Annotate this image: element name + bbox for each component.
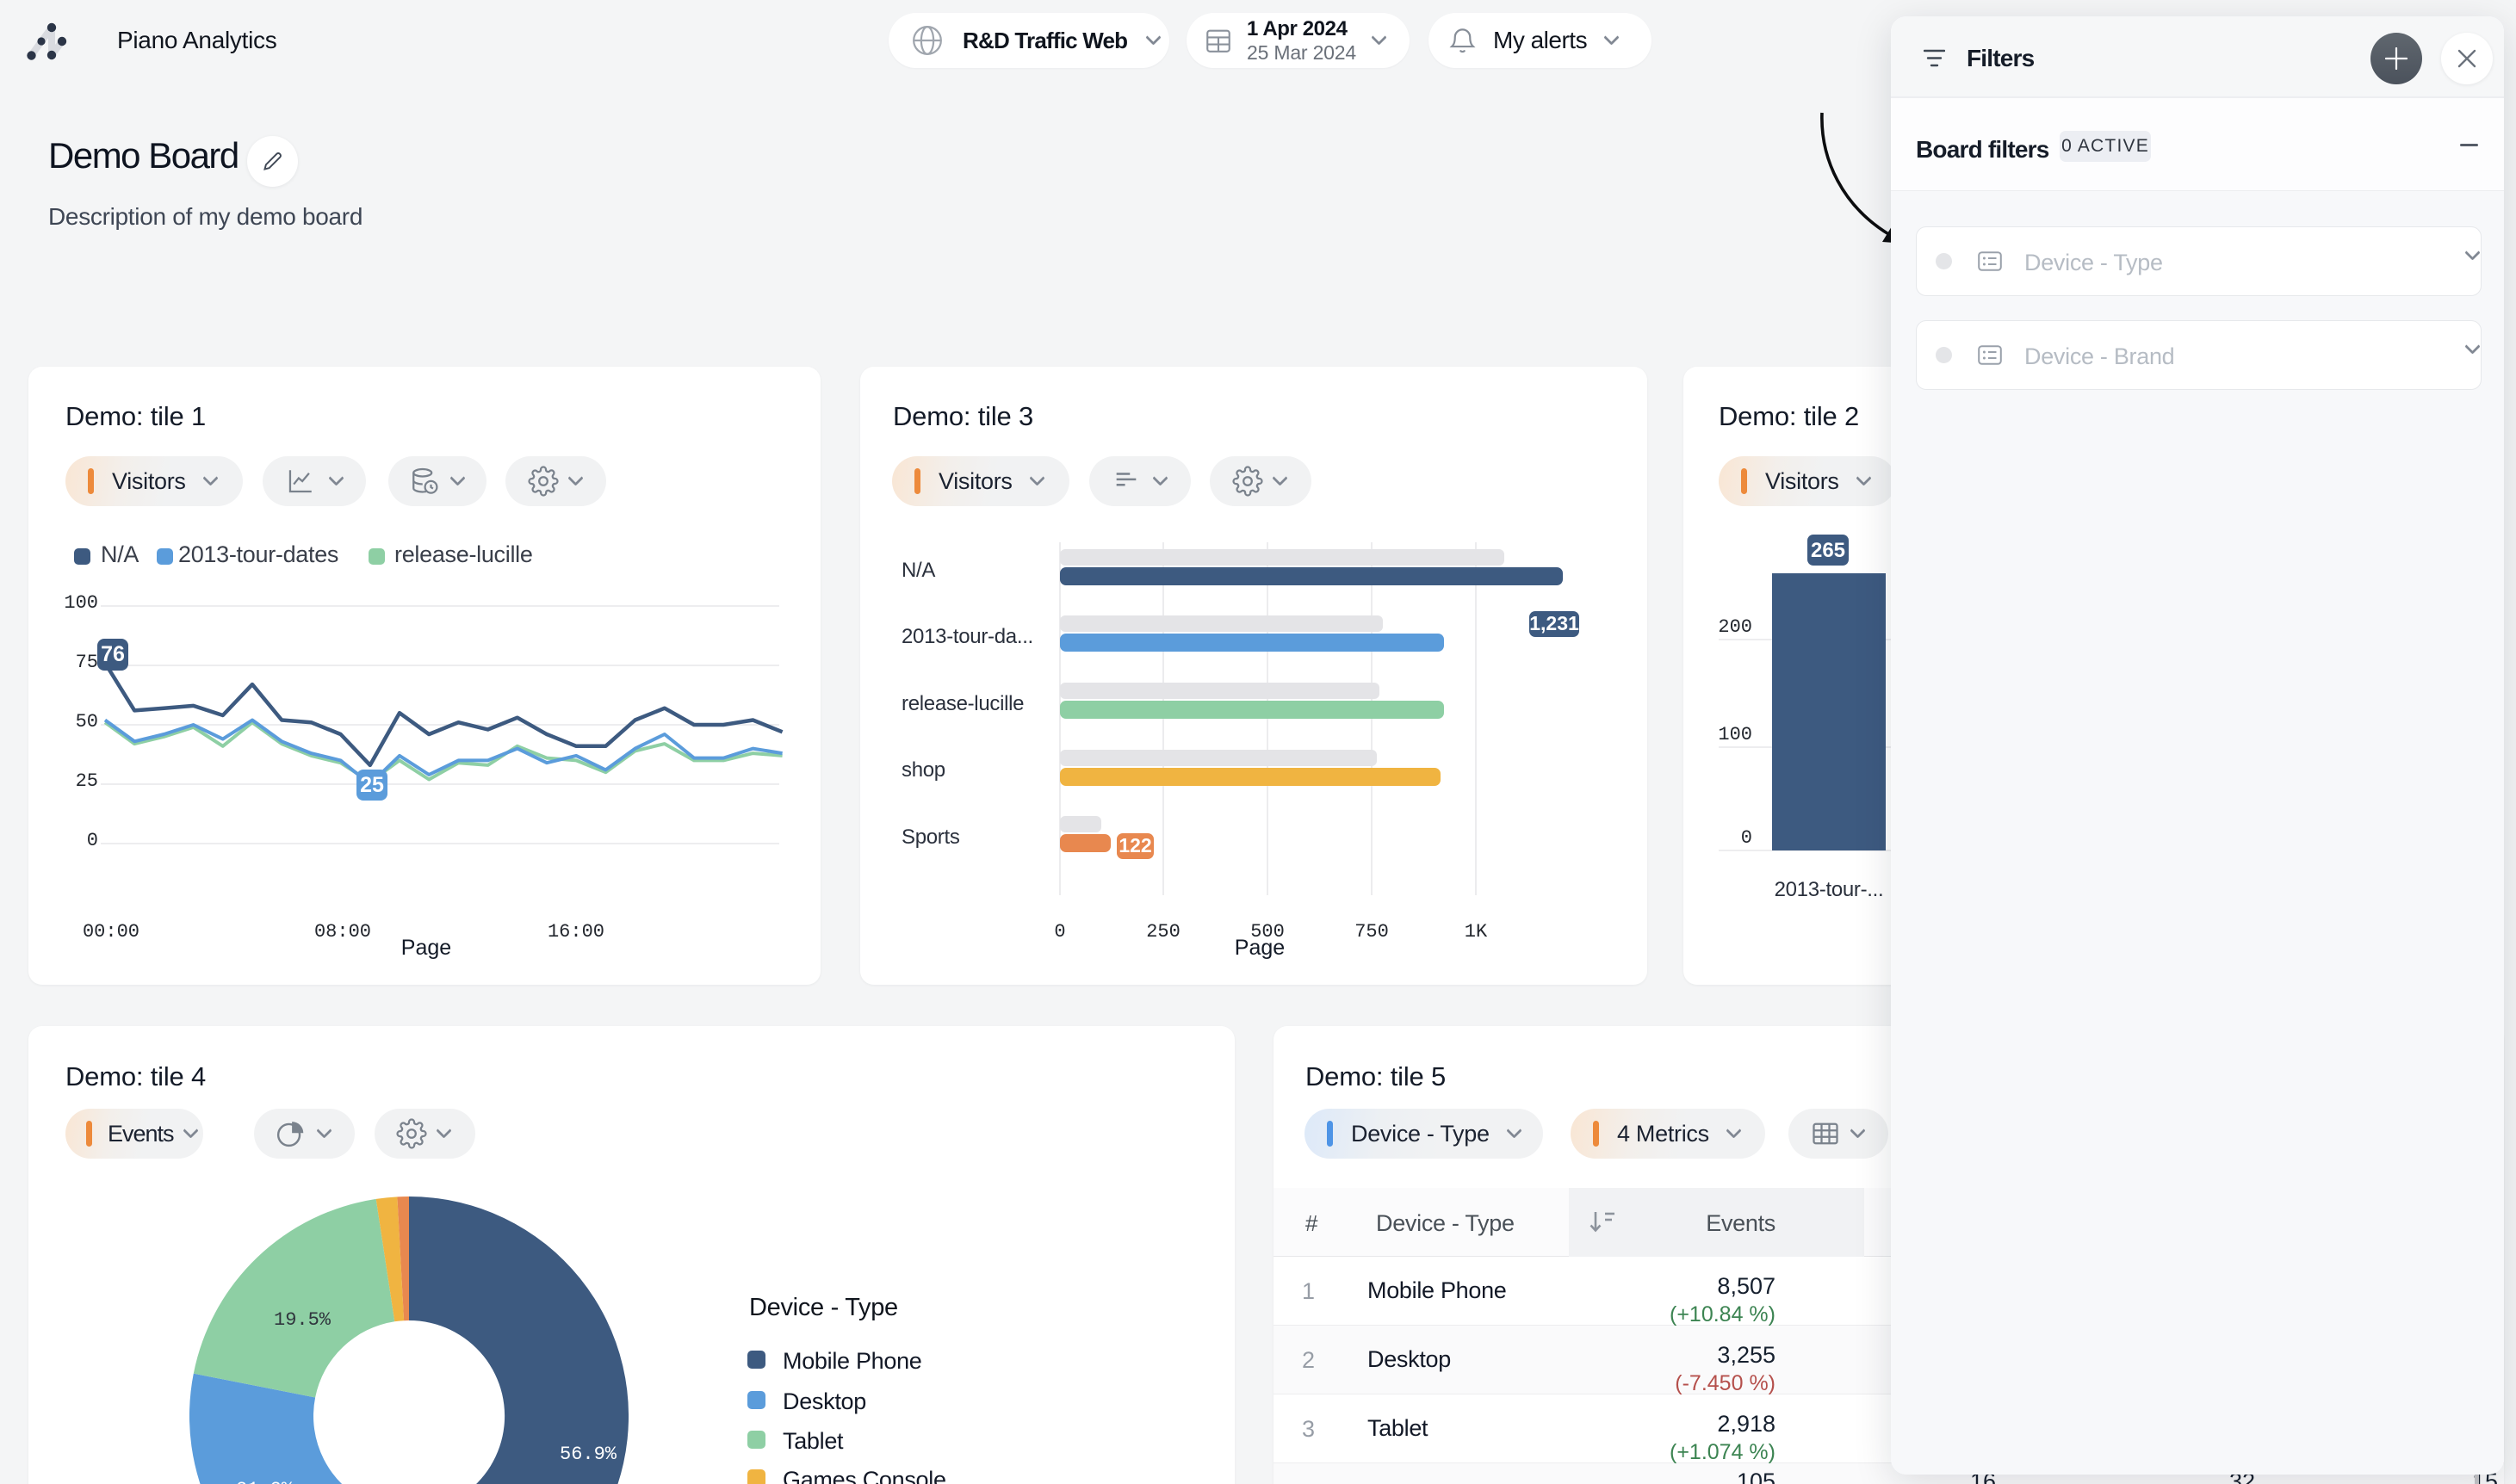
svg-text:21.2%: 21.2% <box>236 1479 294 1484</box>
svg-text:Tablet: Tablet <box>783 1428 844 1454</box>
svg-text:Page: Page <box>401 936 451 960</box>
svg-text:100: 100 <box>64 592 98 614</box>
svg-text:0: 0 <box>87 830 98 851</box>
svg-text:76: 76 <box>101 642 125 666</box>
svg-text:122: 122 <box>1119 834 1151 856</box>
svg-text:00:00: 00:00 <box>83 921 139 943</box>
svg-text:25: 25 <box>76 770 98 792</box>
svg-text:1K: 1K <box>1465 921 1488 943</box>
svg-text:25: 25 <box>360 773 384 797</box>
svg-text:50: 50 <box>76 711 98 733</box>
svg-text:56.9%: 56.9% <box>560 1444 617 1465</box>
svg-text:Sports: Sports <box>902 825 960 849</box>
svg-text:75: 75 <box>76 652 98 673</box>
svg-text:N/A: N/A <box>902 559 935 582</box>
svg-text:0: 0 <box>1054 921 1065 943</box>
svg-text:Desktop: Desktop <box>783 1388 866 1414</box>
svg-text:250: 250 <box>1146 921 1181 943</box>
svg-text:265: 265 <box>1811 539 1845 562</box>
svg-text:19.5%: 19.5% <box>274 1309 332 1331</box>
svg-text:Mobile Phone: Mobile Phone <box>783 1348 922 1374</box>
svg-text:Device - Type: Device - Type <box>749 1294 898 1321</box>
svg-text:2013-tour-da...: 2013-tour-da... <box>902 625 1033 648</box>
svg-text:release-lucille: release-lucille <box>902 692 1024 715</box>
svg-text:2013-tour-...: 2013-tour-... <box>1775 878 1884 901</box>
svg-text:08:00: 08:00 <box>314 921 371 943</box>
svg-text:16:00: 16:00 <box>548 921 604 943</box>
svg-text:Page: Page <box>1235 936 1285 960</box>
svg-text:Games Console: Games Console <box>783 1467 946 1484</box>
svg-text:750: 750 <box>1354 921 1389 943</box>
svg-text:1,231: 1,231 <box>1529 612 1579 634</box>
svg-text:500: 500 <box>1250 921 1285 943</box>
svg-text:200: 200 <box>1718 616 1752 638</box>
svg-text:100: 100 <box>1718 724 1752 745</box>
svg-text:shop: shop <box>902 758 945 782</box>
svg-text:0: 0 <box>1741 827 1752 849</box>
